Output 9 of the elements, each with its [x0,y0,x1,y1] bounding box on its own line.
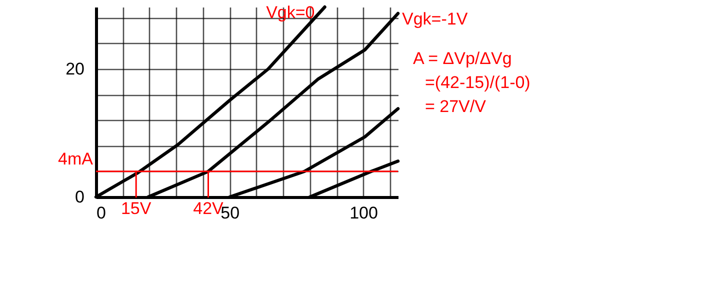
x-tick-label: 0 [96,204,106,222]
text: = 27V/V [425,97,487,116]
text: =(42-15)/(1-0) [425,73,530,92]
y-tick-label: 20 [66,60,84,79]
ref-line-label: 4mA [58,149,94,168]
series-label: Vgk=-1V [402,9,468,28]
text: A = ΔVp/ΔVg [413,49,512,68]
x-tick-label: 100 [350,204,378,222]
annotation: 15V [120,199,152,218]
